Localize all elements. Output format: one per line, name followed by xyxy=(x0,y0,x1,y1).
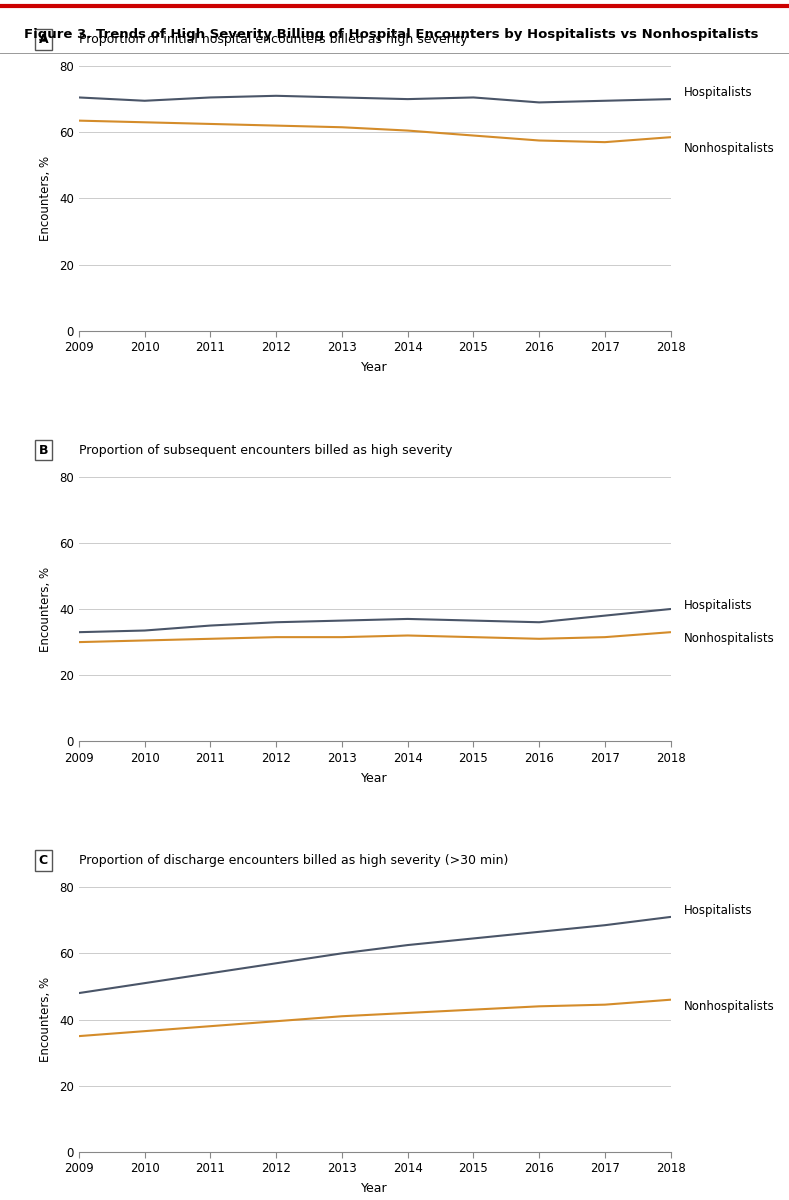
Text: Hospitalists: Hospitalists xyxy=(684,599,753,612)
Text: Proportion of initial hospital encounters billed as high severity: Proportion of initial hospital encounter… xyxy=(79,34,467,46)
Text: Nonhospitalists: Nonhospitalists xyxy=(684,143,775,155)
Text: Nonhospitalists: Nonhospitalists xyxy=(684,632,775,646)
Y-axis label: Encounters, %: Encounters, % xyxy=(39,977,52,1062)
X-axis label: Year: Year xyxy=(361,772,388,785)
X-axis label: Year: Year xyxy=(361,361,388,374)
Text: C: C xyxy=(39,854,48,868)
X-axis label: Year: Year xyxy=(361,1182,388,1195)
Text: A: A xyxy=(39,34,48,46)
Text: B: B xyxy=(39,444,48,456)
Text: Hospitalists: Hospitalists xyxy=(684,86,753,98)
Text: Proportion of discharge encounters billed as high severity (>30 min): Proportion of discharge encounters bille… xyxy=(79,854,508,868)
Text: Proportion of subsequent encounters billed as high severity: Proportion of subsequent encounters bill… xyxy=(79,444,452,456)
Y-axis label: Encounters, %: Encounters, % xyxy=(39,156,52,241)
Text: Figure 3. Trends of High Severity Billing of Hospital Encounters by Hospitalists: Figure 3. Trends of High Severity Billin… xyxy=(24,28,758,41)
Y-axis label: Encounters, %: Encounters, % xyxy=(39,566,52,652)
Text: Hospitalists: Hospitalists xyxy=(684,904,753,917)
Text: Nonhospitalists: Nonhospitalists xyxy=(684,1000,775,1013)
